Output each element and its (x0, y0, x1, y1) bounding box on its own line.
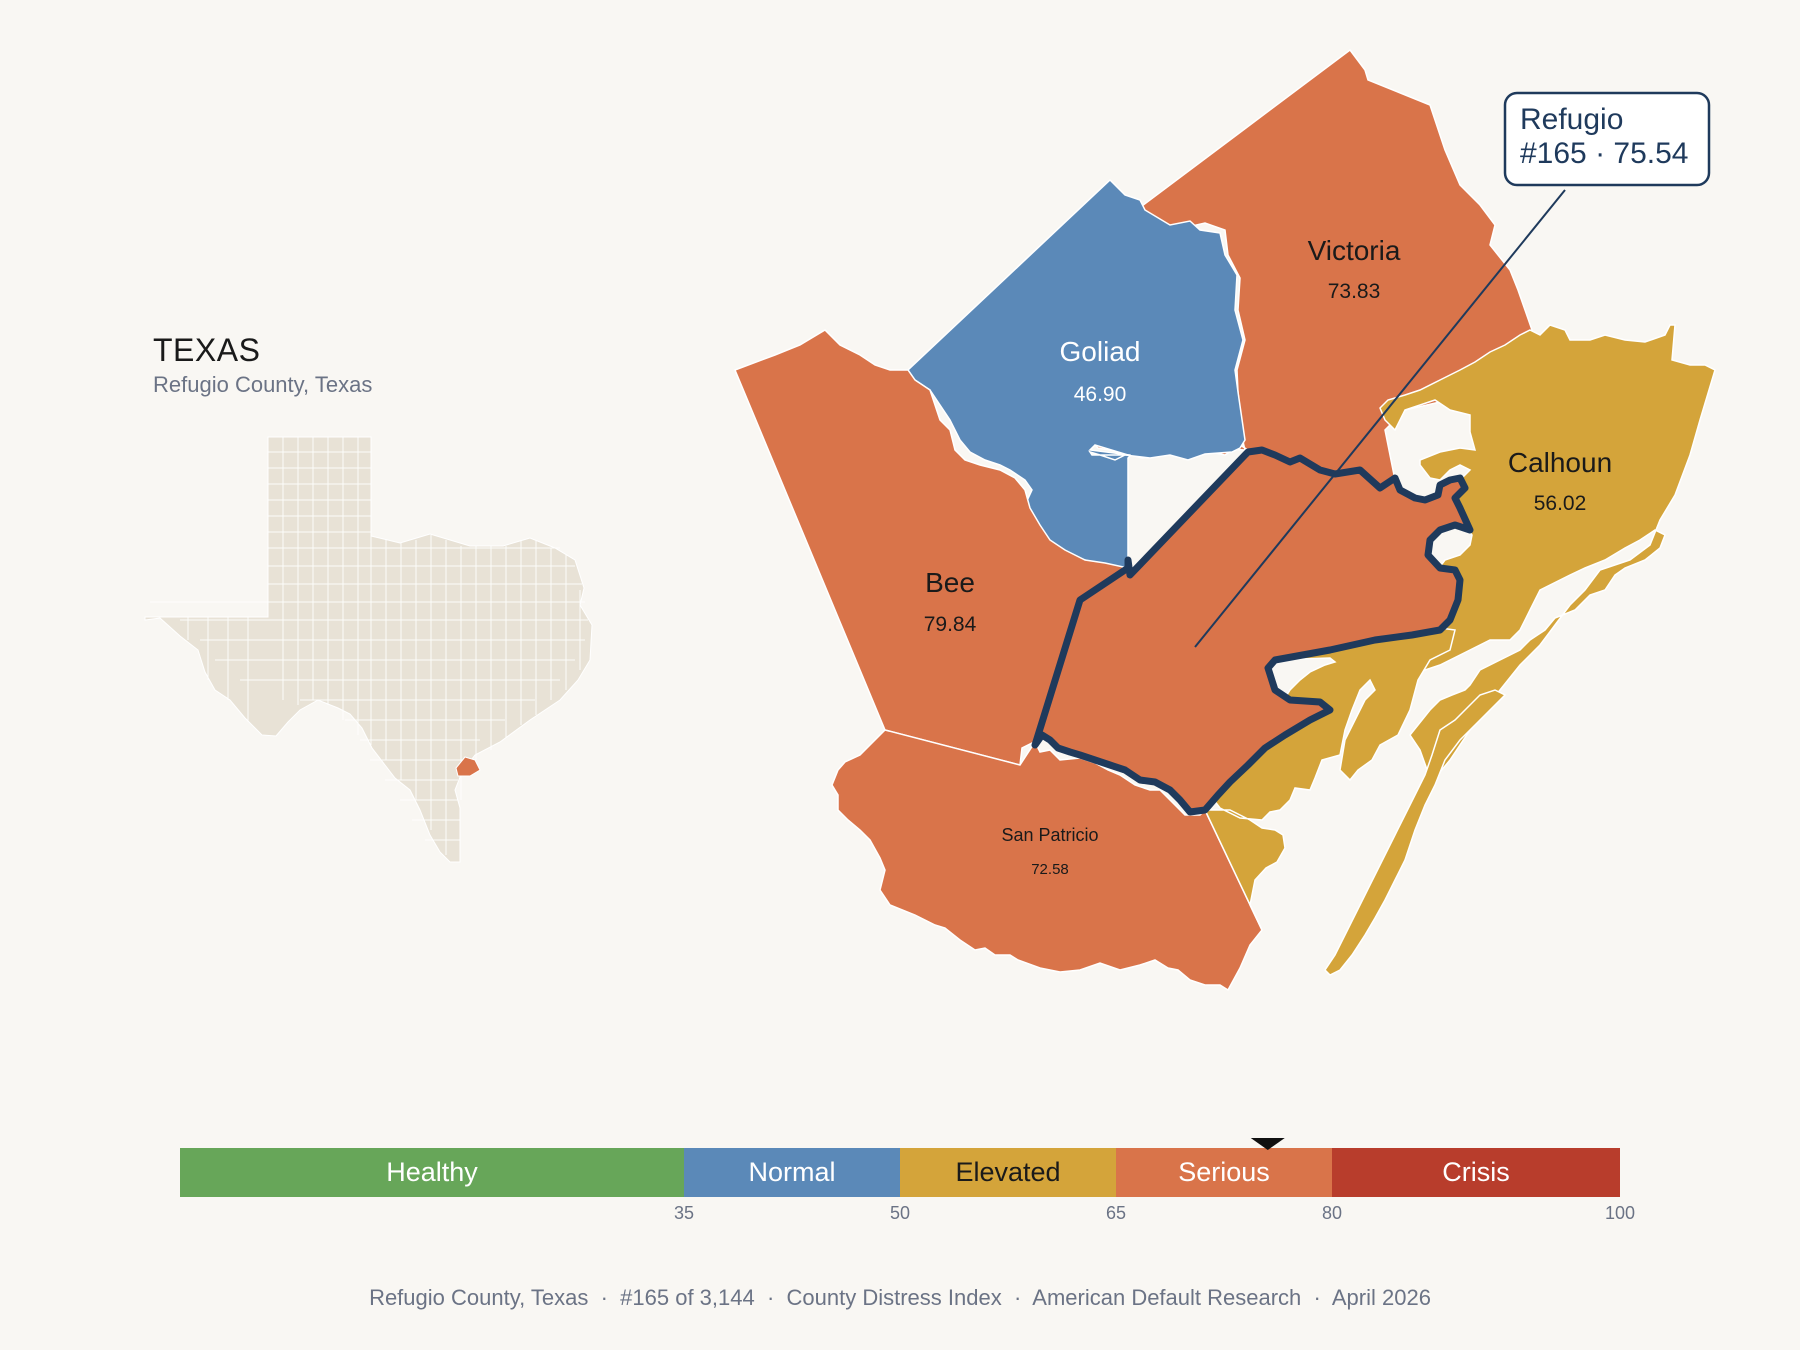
scale-tick-65: 65 (1106, 1203, 1126, 1223)
scale-tick-50: 50 (890, 1203, 910, 1223)
scale-segment-crisis (1332, 1148, 1620, 1197)
label-victoria-name: Victoria (1308, 235, 1401, 266)
scale-segment-serious (1116, 1148, 1332, 1197)
footer-index: County Distress Index (786, 1285, 1002, 1310)
footer-caption: Refugio County, Texas · #165 of 3,144 · … (369, 1285, 1431, 1310)
scale-segment-elevated (900, 1148, 1116, 1197)
scale-tick-80: 80 (1322, 1203, 1342, 1223)
footer-rank: #165 of 3,144 (620, 1285, 755, 1310)
county-refugio[interactable] (1031, 446, 1474, 816)
footer-county: Refugio County, Texas (369, 1285, 589, 1310)
scale-label-crisis: Crisis (1442, 1157, 1510, 1187)
callout-name: Refugio (1520, 103, 1623, 136)
footer-date: April 2026 (1331, 1285, 1431, 1310)
label-calhoun-score: 56.02 (1534, 492, 1587, 515)
label-bee-score: 79.84 (924, 613, 977, 636)
scale-marker-icon (1250, 1138, 1285, 1150)
scale-label-normal: Normal (748, 1157, 835, 1187)
county-labels: Victoria 73.83 Goliad 46.90 Calhoun 56.0… (924, 235, 1612, 878)
county-calhoun[interactable] (1379, 324, 1716, 779)
scale-label-elevated: Elevated (955, 1157, 1060, 1187)
callout-rank-score: #165 · 75.54 (1520, 137, 1688, 170)
scale-segment-healthy (180, 1148, 684, 1197)
distress-scale: Healthy Normal Elevated Serious Crisis 35 50 65… (180, 1138, 1635, 1223)
label-calhoun-name: Calhoun (1508, 447, 1612, 478)
label-goliad-score: 46.90 (1074, 383, 1127, 406)
texas-inset-map (144, 436, 593, 863)
county-goliad[interactable] (907, 178, 1246, 571)
texas-state-shape (144, 436, 593, 863)
callout-box (1503, 91, 1711, 187)
label-san-patricio-score: 72.58 (1031, 861, 1069, 878)
scale-tick-100: 100 (1605, 1203, 1635, 1223)
county-san-patricio[interactable] (831, 729, 1263, 992)
label-bee-name: Bee (925, 567, 975, 598)
scale-segment-normal (684, 1148, 900, 1197)
callout-leader-line (1194, 189, 1566, 648)
refugio-inset-highlight (455, 756, 481, 777)
state-title: TEXAS (153, 332, 261, 368)
label-san-patricio-name: San Patricio (1001, 825, 1098, 845)
label-victoria-score: 73.83 (1328, 280, 1381, 303)
inset-subtitle: Refugio County, Texas (153, 372, 373, 397)
texas-county-grid (150, 437, 588, 855)
label-goliad-name: Goliad (1060, 336, 1141, 367)
refugio-callout: Refugio #165 · 75.54 (1194, 91, 1711, 648)
county-map (734, 48, 1716, 992)
scale-tick-35: 35 (674, 1203, 694, 1223)
scale-label-healthy: Healthy (386, 1157, 478, 1187)
footer-org: American Default Research (1032, 1285, 1302, 1310)
scale-label-serious: Serious (1178, 1157, 1270, 1187)
